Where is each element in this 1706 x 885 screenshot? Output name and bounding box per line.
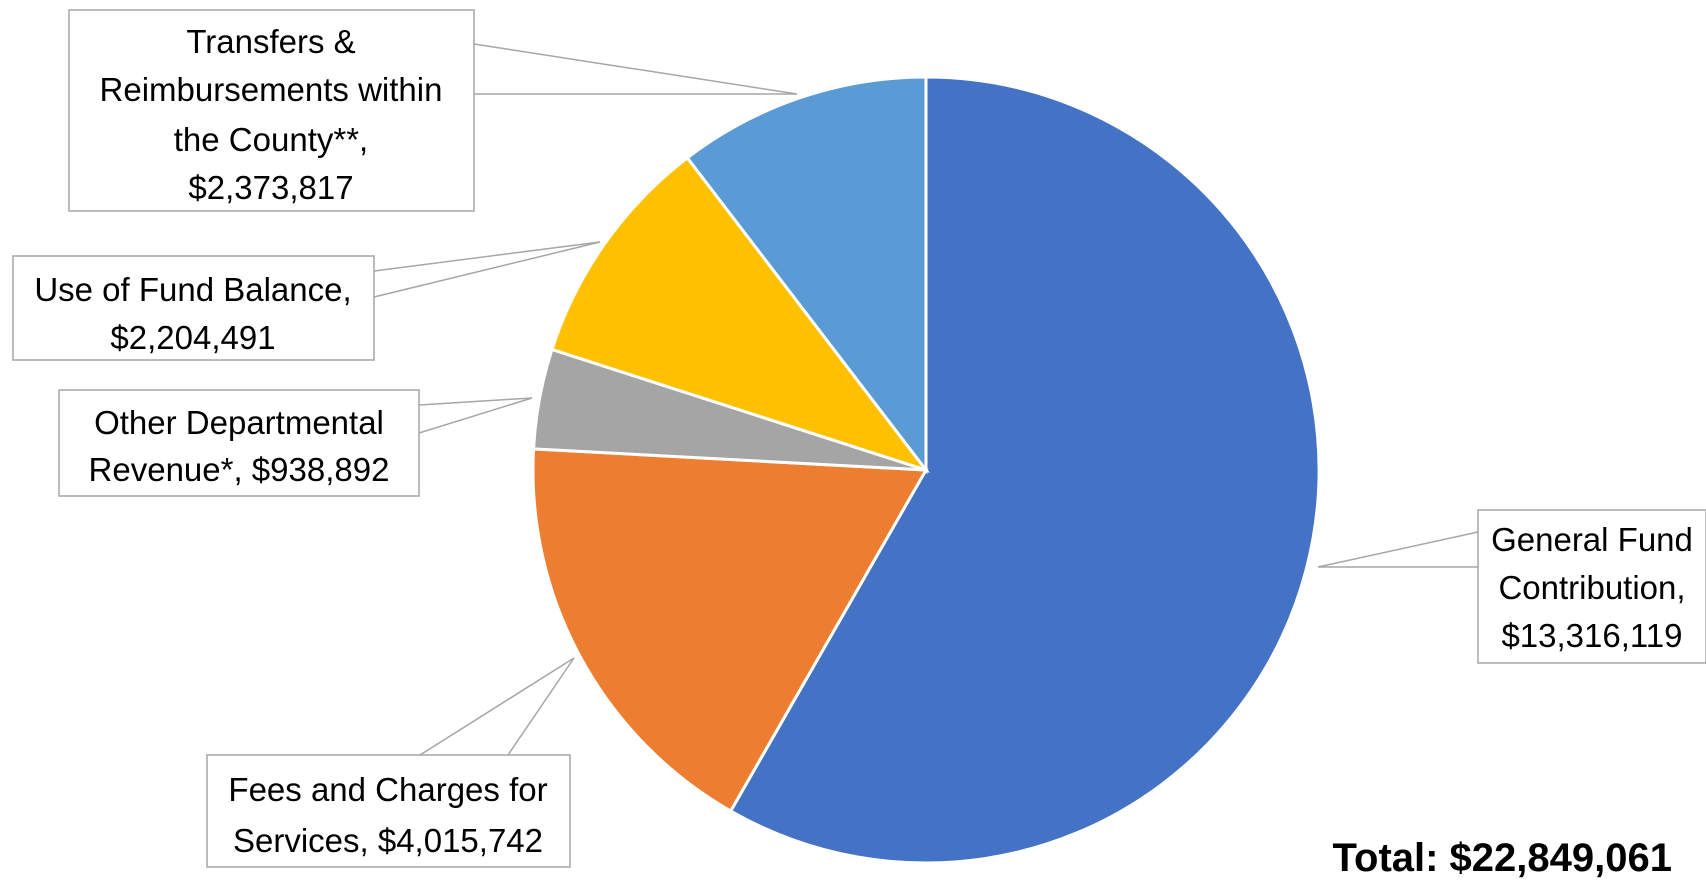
pie-slice bbox=[550, 155, 931, 473]
data-label-text: the County**, bbox=[174, 121, 368, 158]
pie-slice bbox=[685, 75, 928, 475]
data-label-box bbox=[206, 754, 571, 868]
data-label-text: Fees and Charges for bbox=[228, 771, 547, 808]
leader-line bbox=[418, 397, 533, 406]
data-label-text: $13,316,119 bbox=[1501, 617, 1682, 654]
data-label-text: Transfers & bbox=[186, 23, 355, 60]
data-label-text: Other Departmental bbox=[94, 404, 384, 441]
data-label-box bbox=[1477, 509, 1706, 664]
data-label-text: $2,373,817 bbox=[188, 169, 353, 206]
pie-slice bbox=[728, 75, 1321, 865]
leader-line bbox=[419, 657, 575, 756]
data-label-box bbox=[58, 389, 420, 497]
leader-line bbox=[373, 241, 601, 272]
pie-slices bbox=[531, 75, 1321, 865]
leader-line bbox=[373, 241, 601, 298]
data-label-box bbox=[12, 255, 375, 361]
data-label-text: General Fund bbox=[1491, 521, 1693, 558]
leader-line bbox=[473, 43, 798, 95]
leader-line bbox=[418, 397, 533, 434]
leader-line bbox=[1317, 531, 1479, 568]
data-labels: General Fund Contribution, $13,316,119 Fees… bbox=[12, 9, 1706, 868]
data-label-box bbox=[68, 9, 475, 212]
data-label-text: $2,204,491 bbox=[110, 319, 275, 356]
data-label-text: Use of Fund Balance, bbox=[34, 271, 351, 308]
data-label-text: Revenue*, $938,892 bbox=[89, 451, 390, 488]
data-label-text: Reimbursements within bbox=[100, 71, 443, 108]
total-label: Total: $22,849,061 bbox=[1333, 836, 1672, 880]
data-label-text: Services, $4,015,742 bbox=[233, 822, 543, 859]
pie-slice bbox=[531, 447, 929, 814]
data-label-text: Contribution, bbox=[1498, 569, 1685, 606]
leader-line bbox=[507, 657, 575, 756]
